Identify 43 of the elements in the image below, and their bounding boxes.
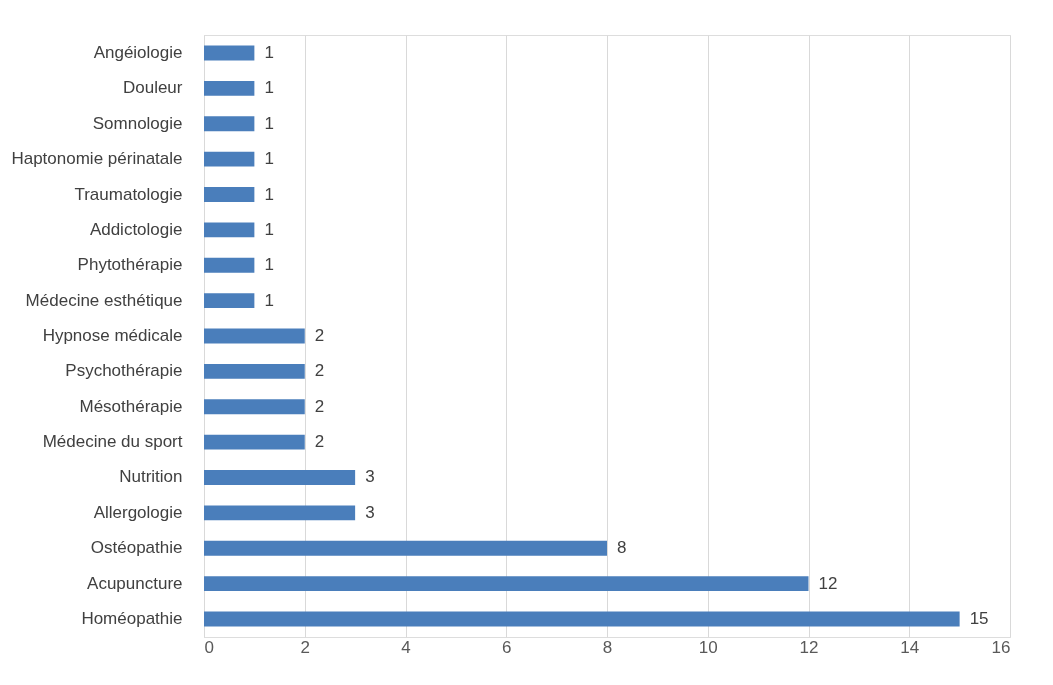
y-tick-label: Acupuncture [87,573,183,593]
y-tick-label: Allergologie [93,502,183,522]
data-label: 3 [365,467,375,487]
data-label: 1 [264,255,274,275]
y-tick-label: Mésothérapie [79,396,183,416]
data-label: 1 [264,78,274,98]
data-label: 15 [969,608,989,628]
data-label: 1 [264,113,274,133]
y-tick-label: Addictologie [89,219,183,239]
data-label: 1 [264,219,274,239]
data-label: 3 [365,502,375,522]
y-tick-label: Homéopathie [81,608,183,628]
y-tick-label: Phytothérapie [77,255,183,275]
y-tick-label: Angéiologie [93,43,183,63]
y-tick-label: Somnologie [92,113,183,133]
x-tick-label: 12 [799,637,819,657]
data-label: 8 [617,538,627,558]
data-label: 2 [314,326,325,345]
x-tick-label: 0 [204,637,214,657]
x-tick-label: 4 [401,637,411,657]
y-tick-label: Ostéopathie [90,538,183,558]
data-label: 12 [818,573,838,593]
x-tick-label: 2 [300,637,310,657]
x-tick-label: 16 [991,637,1011,657]
y-tick-label: Psychothérapie [65,361,183,381]
y-tick-label: Traumatologie [74,184,183,204]
data-label: 1 [264,184,274,204]
data-label: 2 [314,361,325,381]
x-tick-label: 6 [502,637,512,657]
data-label: 1 [264,43,274,63]
data-label: 2 [314,396,325,416]
y-tick-label: Médecine du sport [42,432,183,452]
y-tick-label: Douleur [122,78,183,98]
y-tick-label: Nutrition [119,467,183,487]
y-tick-label: Hypnose médicale [42,326,183,345]
data-label: 1 [264,149,274,169]
x-tick-label: 8 [602,637,613,657]
data-label: 2 [314,432,325,452]
x-tick-label: 10 [698,637,718,657]
y-tick-label: Haptonomie périnatale [11,149,183,169]
y-tick-label: Médecine esthétique [25,290,183,310]
data-label: 1 [264,290,274,310]
x-tick-label: 14 [900,637,920,657]
